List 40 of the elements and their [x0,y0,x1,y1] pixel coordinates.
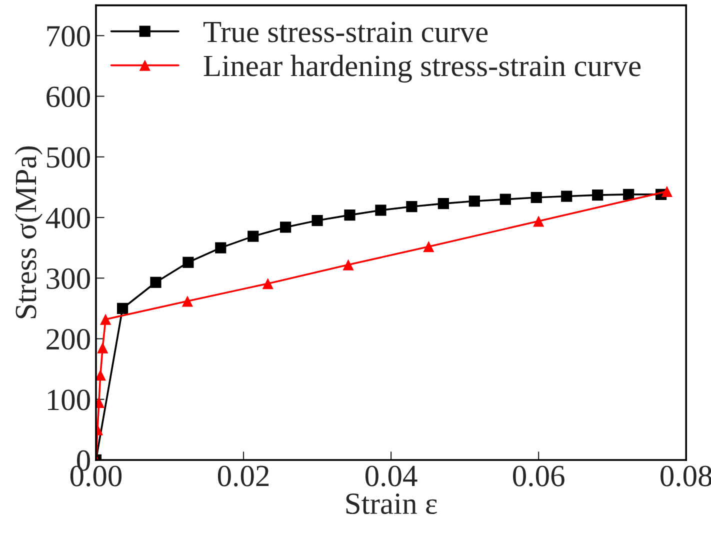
point [100,314,112,325]
point [116,302,128,314]
point [97,342,108,354]
point [150,276,162,288]
x-tick-label: 0.02 [218,466,269,486]
y-tick-label: 100 [48,390,90,410]
y-axis-title: Stress σ(MPa) [14,146,43,318]
point [262,278,274,290]
y-tick-label: 300 [46,268,90,290]
point [248,230,259,242]
point [423,241,434,252]
point [592,190,604,201]
point [182,256,194,268]
x-axis-title: Strain ε [346,494,437,514]
point [312,214,323,226]
point [623,188,634,200]
x-tick-label: 0.04 [365,466,418,486]
point [530,192,542,204]
point [342,259,354,270]
y-tick-label: 600 [46,86,90,108]
legend-label: True stress-strain curve [203,22,488,42]
point [438,198,449,210]
point [280,222,292,233]
point [468,196,480,207]
point [500,194,511,205]
point [406,201,418,212]
y-tick-label: 700 [47,26,90,47]
y-tick-label: 500 [47,147,90,168]
y-tick-label: 400 [46,208,90,228]
point [344,210,356,221]
point [182,296,194,307]
point [215,242,226,254]
legend-label: Linear hardening stress-strain curve [204,54,641,83]
point [661,186,672,197]
point [533,216,544,227]
x-tick-label: 0.06 [513,466,564,486]
point [375,204,386,216]
y-tick-label: 200 [46,329,90,350]
point [561,190,572,202]
point [96,370,106,381]
